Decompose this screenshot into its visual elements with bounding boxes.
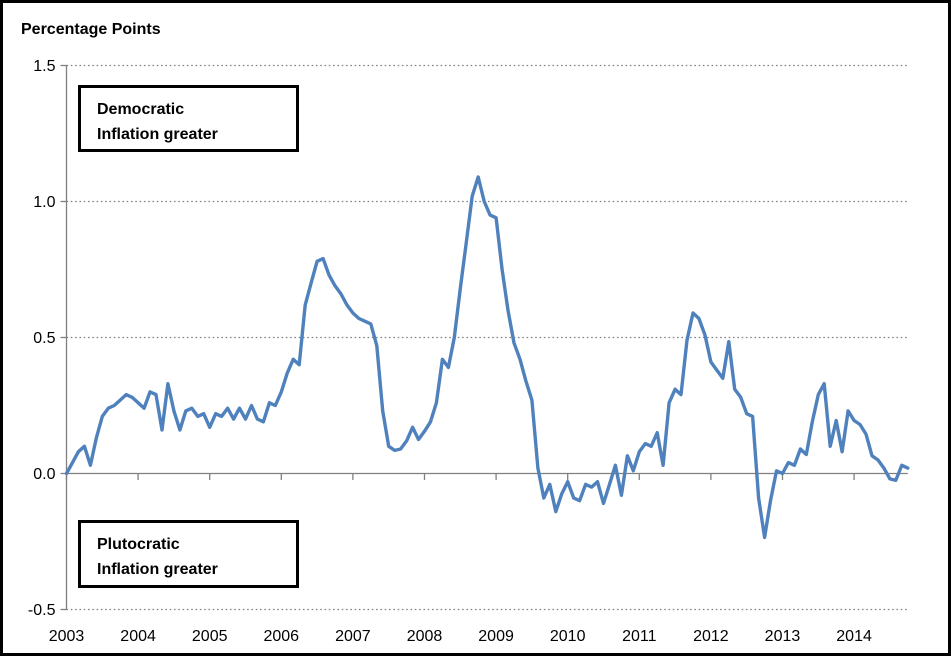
annotation-democratic: Democratic Inflation greater bbox=[78, 85, 299, 152]
annotation-plutocratic-line2: Inflation greater bbox=[97, 561, 218, 578]
annotation-plutocratic: Plutocratic Inflation greater bbox=[78, 520, 299, 588]
x-tick-label: 2003 bbox=[49, 628, 85, 645]
y-tick-label: 0.0 bbox=[33, 466, 55, 483]
y-tick-label: 1.0 bbox=[33, 194, 55, 211]
x-tick-label: 2004 bbox=[120, 628, 156, 645]
x-axis-labels: 2003 2004 2005 2006 2007 2008 2009 2010 2011 2012… bbox=[49, 628, 872, 645]
x-tick-label: 2012 bbox=[693, 628, 729, 645]
gridlines bbox=[66, 64, 908, 611]
x-tick-label: 2006 bbox=[263, 628, 299, 645]
annotation-plutocratic-line1: Plutocratic bbox=[97, 536, 180, 553]
x-ticks bbox=[65, 473, 855, 480]
x-tick-label: 2011 bbox=[622, 628, 657, 645]
x-tick-label: 2013 bbox=[765, 628, 801, 645]
annotation-democratic-line1: Democratic bbox=[97, 101, 185, 118]
x-tick-label: 2014 bbox=[836, 628, 872, 645]
x-tick-label: 2007 bbox=[335, 628, 371, 645]
y-tick-label: 1.5 bbox=[33, 58, 55, 75]
y-axis-labels: 1.5 1.0 0.5 0.0 -0.5 bbox=[28, 58, 56, 619]
y-tick-label: 0.5 bbox=[33, 330, 55, 347]
y-ticks bbox=[60, 64, 67, 611]
x-tick-label: 2008 bbox=[407, 628, 443, 645]
x-tick-label: 2005 bbox=[192, 628, 228, 645]
annotation-democratic-line2: Inflation greater bbox=[97, 126, 218, 143]
y-tick-label: -0.5 bbox=[28, 602, 56, 619]
x-tick-label: 2010 bbox=[550, 628, 586, 645]
chart-title: Percentage Points bbox=[21, 21, 161, 38]
line-chart: 1.5 1.0 0.5 0.0 -0.5 2003 2004 2005 2006 2007 2008… bbox=[28, 58, 910, 645]
data-series-line bbox=[64, 175, 910, 540]
x-tick-label: 2009 bbox=[478, 628, 514, 645]
